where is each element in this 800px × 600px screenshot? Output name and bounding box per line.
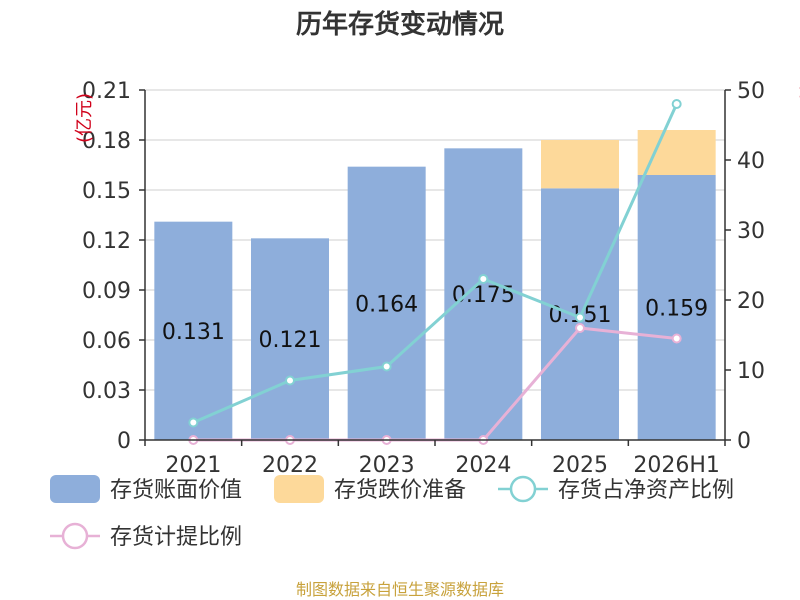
line-point xyxy=(478,274,489,284)
line-point xyxy=(381,361,392,372)
y-left-tick-label: 0.21 xyxy=(82,79,131,104)
line-point xyxy=(285,375,295,386)
x-tick-label: 2025 xyxy=(552,453,608,478)
x-tick-label: 2021 xyxy=(165,453,221,478)
axes-group: 0 0.03 0.06 0.09 0.12 0.15 0.18 0.21 0 10 20 30 40 50… xyxy=(82,79,765,478)
y-left-tick-label: 0.06 xyxy=(82,329,131,354)
x-tick-label: 2026H1 xyxy=(633,453,720,478)
x-tick-label: 2023 xyxy=(359,453,415,478)
bar-book-value xyxy=(154,221,233,440)
y-right-tick-label: 0 xyxy=(737,429,751,454)
line-point xyxy=(188,417,199,428)
legend-swatch xyxy=(274,475,324,503)
line-point xyxy=(671,99,682,109)
y-left-tick-label: 0.12 xyxy=(82,229,131,254)
legend-label: 存货账面价值 xyxy=(110,478,242,503)
grid-lines xyxy=(145,89,725,391)
y-left-tick-label: 0.18 xyxy=(82,129,131,154)
line-point xyxy=(575,312,585,323)
bar-book-value xyxy=(637,175,716,440)
legend-label: 存货占净资产比例 xyxy=(558,478,734,503)
line-point xyxy=(671,333,682,344)
y-left-unit: (亿元) xyxy=(74,93,95,143)
legend-swatch xyxy=(50,475,100,503)
bar-impairment-reserve xyxy=(541,140,619,189)
bar-book-value xyxy=(444,148,523,441)
bar-book-value xyxy=(347,166,426,440)
bar-data-label: 0.159 xyxy=(645,297,708,322)
line-net-asset-ratio xyxy=(192,103,679,424)
y-right-tick-label: 40 xyxy=(737,149,765,174)
bar-data-label: 0.131 xyxy=(162,320,225,345)
y-right-tick-label: 50 xyxy=(737,79,765,104)
legend-marker xyxy=(61,522,89,550)
bar-data-label: 0.164 xyxy=(355,292,418,317)
legend-marker xyxy=(509,475,537,503)
y-left-tick-label: 0.09 xyxy=(82,279,131,304)
y-left-tick-label: 0.03 xyxy=(82,379,131,404)
bar-impairment-reserve xyxy=(637,130,716,175)
y-right-tick-label: 20 xyxy=(737,289,765,314)
chart-title: 历年存货变动情况 xyxy=(296,9,504,40)
x-tick-label: 2022 xyxy=(262,453,318,478)
legend-label: 存货跌价准备 xyxy=(334,478,466,503)
source-note: 制图数据来自恒生聚源数据库 xyxy=(296,580,504,599)
bar-book-value xyxy=(251,238,329,440)
y-right-tick-label: 10 xyxy=(737,359,765,384)
legend-label: 存货计提比例 xyxy=(110,525,242,550)
x-tick-label: 2024 xyxy=(455,453,511,478)
y-right-unit: % xyxy=(795,83,800,100)
y-left-tick-label: 0.15 xyxy=(82,179,131,204)
y-left-tick-label: 0 xyxy=(117,429,131,454)
bar-data-label: 0.121 xyxy=(259,328,322,353)
line-point xyxy=(575,323,585,333)
y-right-tick-label: 30 xyxy=(737,219,765,244)
